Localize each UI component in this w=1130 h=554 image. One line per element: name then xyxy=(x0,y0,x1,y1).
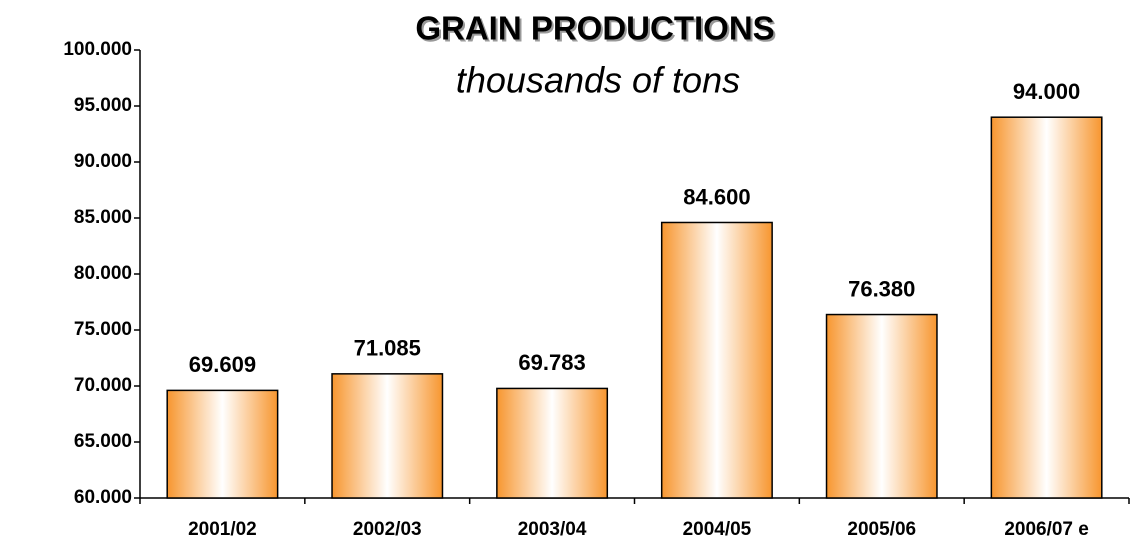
chart-title-shadow: GRAIN PRODUCTIONS xyxy=(417,12,776,49)
bar xyxy=(990,116,1103,499)
y-tick-label: 100.000 xyxy=(63,39,132,60)
bar xyxy=(496,387,609,499)
y-tick-label: 80.000 xyxy=(74,263,132,284)
y-tick-label: 75.000 xyxy=(74,319,132,340)
chart-subtitle: thousands of tons xyxy=(456,60,740,101)
value-label: 76.380 xyxy=(848,276,915,301)
x-tick-label: 2001/02 xyxy=(188,519,257,540)
x-tick-label: 2003/04 xyxy=(518,519,587,540)
value-label: 69.609 xyxy=(189,352,256,377)
bar xyxy=(331,373,444,499)
value-label: 94.000 xyxy=(1013,79,1080,104)
y-tick-label: 60.000 xyxy=(74,487,132,508)
x-tick-label: 2002/03 xyxy=(353,519,422,540)
value-label: 71.085 xyxy=(354,336,421,361)
value-label: 84.600 xyxy=(683,184,750,209)
bar xyxy=(660,221,773,499)
y-tick-label: 70.000 xyxy=(74,375,132,396)
chart-title: GRAIN PRODUCTIONS xyxy=(415,10,774,47)
y-tick-label: 95.000 xyxy=(74,95,132,116)
x-tick-label: 2004/05 xyxy=(683,519,752,540)
x-tick-label: 2005/06 xyxy=(847,519,916,540)
y-tick-label: 85.000 xyxy=(74,207,132,228)
value-label: 69.783 xyxy=(518,350,585,375)
bar xyxy=(825,313,938,499)
y-tick-label: 90.000 xyxy=(74,151,132,172)
x-tick-label: 2006/07 e xyxy=(1004,519,1089,540)
bar xyxy=(166,389,279,499)
y-tick-label: 65.000 xyxy=(74,431,132,452)
